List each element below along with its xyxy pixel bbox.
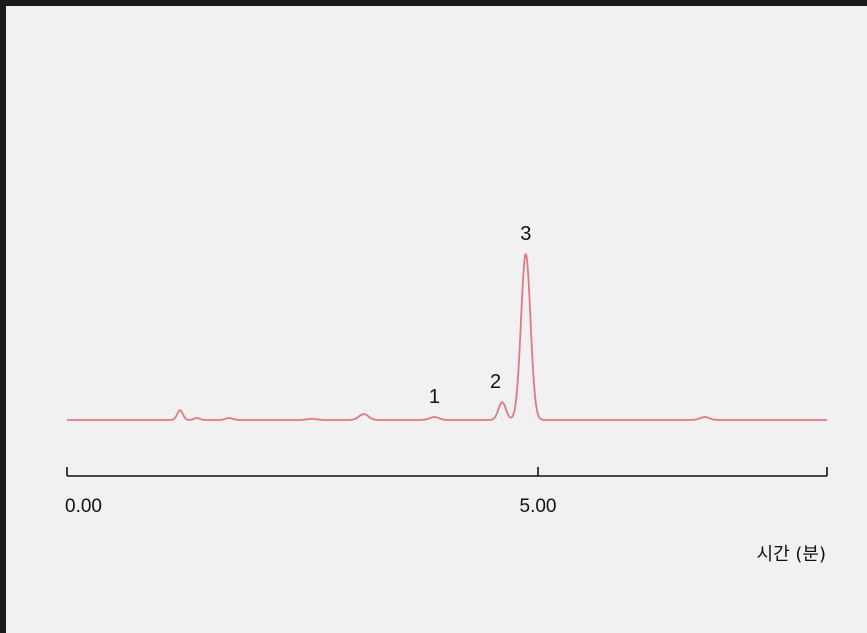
peak-label: 2 (490, 371, 501, 393)
x-tick-label: 0.00 (65, 496, 102, 517)
peak-label: 1 (429, 386, 440, 408)
peak-annotations: 1 2 3 (429, 223, 531, 408)
chromatogram-trace (66, 253, 828, 421)
x-axis-ticks: 0.00 5.00 (65, 467, 828, 517)
x-axis-title: 시간 (분) (757, 544, 826, 565)
peak-label: 3 (520, 223, 531, 245)
x-tick-label: 5.00 (520, 496, 557, 517)
